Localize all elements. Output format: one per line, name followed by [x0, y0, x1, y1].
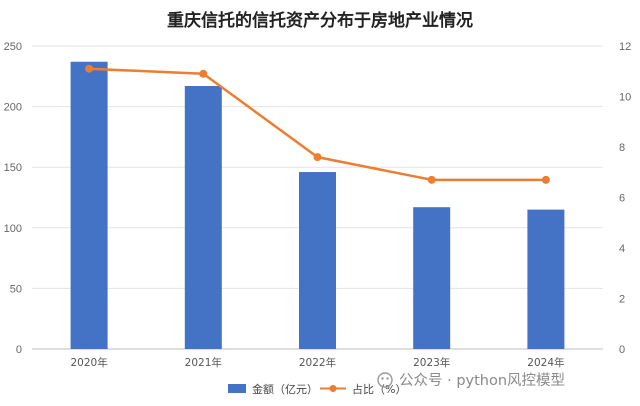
line-point — [85, 64, 94, 73]
y-axis-right: 0 2 4 6 8 10 12 — [619, 41, 631, 356]
legend-label-line: 占比（%） — [352, 382, 406, 396]
legend-swatch-marker — [329, 385, 337, 392]
series-line — [89, 67, 546, 182]
y-right-tick-label: 6 — [619, 193, 625, 205]
x-tick-label: 2024年 — [527, 356, 564, 369]
line-point — [541, 175, 550, 184]
y-right-tick-label: 0 — [619, 344, 625, 356]
legend-label-bar: 金额（亿元） — [252, 382, 318, 396]
watermark: 公众号 · python风控模型 — [377, 372, 565, 389]
x-axis: 2020年 2021年 2022年 2023年 2024年 — [70, 356, 564, 369]
y-left-tick-label: 150 — [4, 162, 22, 174]
y-right-tick-label: 12 — [619, 41, 631, 53]
x-tick-label: 2022年 — [299, 356, 336, 369]
bar — [299, 172, 336, 349]
chart-title: 重庆信托的信托资产分布于房地产业情况 — [167, 10, 473, 31]
wechat-icon — [377, 372, 393, 388]
line-point — [427, 175, 436, 184]
x-tick-label: 2020年 — [70, 356, 107, 369]
bar — [413, 207, 451, 349]
y-right-tick-label: 2 — [619, 294, 625, 306]
bar — [184, 85, 222, 349]
y-right-tick-label: 10 — [619, 92, 631, 104]
y-left-tick-label: 50 — [10, 283, 22, 295]
watermark-text: 公众号 · python风控模型 — [399, 372, 565, 389]
x-tick-label: 2021年 — [185, 356, 222, 369]
line-point — [313, 153, 322, 162]
bar — [70, 61, 108, 349]
y-left-tick-label: 200 — [4, 102, 22, 114]
y-axis-left: 0 50 100 150 200 250 — [4, 41, 22, 356]
line-point — [199, 69, 208, 78]
y-right-tick-label: 8 — [619, 142, 625, 154]
bar-series — [70, 61, 565, 349]
y-right-tick-label: 4 — [619, 243, 625, 255]
y-left-tick-label: 100 — [4, 223, 22, 235]
y-left-tick-label: 0 — [16, 344, 22, 356]
x-tick-label: 2023年 — [413, 356, 450, 369]
legend-swatch-bar — [228, 384, 246, 393]
bar — [527, 209, 565, 349]
y-left-tick-label: 250 — [4, 41, 22, 53]
legend: 金额（亿元） 占比（%） — [228, 382, 406, 396]
line-series — [85, 64, 550, 184]
